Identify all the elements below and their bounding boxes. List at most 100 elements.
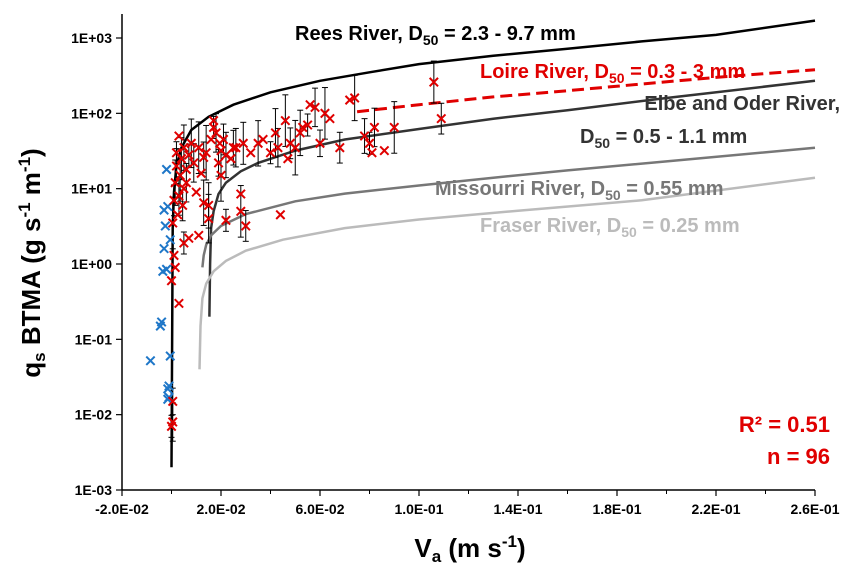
y-axis-title: qs BTMA (g s-1 m-1) (15, 148, 49, 377)
red-data-point (367, 147, 377, 158)
curve-label-missouri-range: = 0.55 mm (621, 178, 724, 200)
axes (121, 14, 815, 491)
red-data-point (213, 157, 224, 168)
red-data-point (315, 138, 325, 149)
red-data-point (297, 122, 308, 133)
curve-missouri (201, 146, 816, 268)
red-data-point (183, 150, 194, 160)
x-tick-label: -2.0E-02 (95, 501, 149, 517)
red-data-point (258, 134, 268, 145)
red-data-point (208, 115, 219, 126)
curve-label-fraser: Fraser River, D50 = 0.25 mm (480, 215, 740, 240)
x-tick-label: 2.0E-02 (196, 501, 245, 517)
red-data-point (389, 122, 400, 133)
curve-label-fraser-subscript: 50 (621, 224, 637, 240)
red-data-point (324, 113, 335, 124)
curve-label-rees-text: Rees River, D (295, 23, 423, 45)
red-data-point (167, 417, 178, 427)
curve-fraser (198, 176, 816, 370)
x-tick-label: 1.0E-01 (394, 501, 443, 517)
curve-label-elbe-line1: Elbe and Oder River, (644, 93, 840, 115)
y-axis-ticks: 1E-03 1E-02 1E-01 1E+00 1E+01 1E+02 1E+03 (71, 30, 122, 498)
blue-data-point (160, 221, 171, 231)
curve-label-fraser-text: Fraser River, D (480, 215, 621, 237)
x-tick-label: 2.2E-01 (691, 501, 740, 517)
blue-data-point (161, 264, 172, 275)
data-points (145, 77, 447, 432)
red-data-point (166, 275, 177, 286)
y-tick-label: 1E-03 (75, 482, 113, 498)
red-data-point (191, 187, 202, 198)
red-data-point (265, 147, 276, 158)
red-data-point (290, 142, 301, 153)
red-data-point (270, 127, 281, 138)
red-data-point (379, 145, 390, 156)
curve-label-elbe-subscript: 50 (594, 135, 610, 151)
curve-label-fraser-range: = 0.25 mm (637, 215, 740, 237)
red-data-point (174, 191, 184, 201)
red-data-point (169, 250, 179, 261)
red-data-point (193, 230, 204, 241)
curve-label-elbe: D50 = 0.5 - 1.1 mm (580, 126, 747, 151)
x-tick-label: 2.6E-01 (790, 501, 839, 517)
red-data-point (198, 152, 209, 163)
x-tick-label: 6.0E-02 (295, 501, 344, 517)
curve-label-missouri-subscript: 50 (605, 187, 621, 203)
blue-data-point (164, 381, 174, 391)
blue-data-point (161, 164, 172, 175)
red-data-point (198, 197, 209, 208)
red-data-point (174, 131, 184, 141)
red-data-point (170, 177, 181, 188)
curve-loire (356, 68, 816, 114)
red-data-point (310, 102, 320, 113)
curve-label-rees-range: = 2.3 - 9.7 mm (438, 23, 575, 45)
model-curves (170, 19, 816, 468)
blue-data-point (165, 351, 176, 361)
red-data-point (196, 168, 207, 179)
red-data-point (359, 131, 370, 141)
r-squared-label: R² = 0.51 (739, 412, 830, 437)
blue-data-point (165, 234, 176, 245)
red-data-point (178, 238, 189, 248)
red-data-point (214, 138, 225, 149)
red-data-point (181, 177, 192, 188)
y-tick-label: 1E+02 (71, 105, 112, 121)
curve-label-loire-subscript: 50 (609, 70, 625, 86)
red-data-point (235, 206, 246, 217)
red-data-point (334, 142, 345, 153)
curve-label-loire: Loire River, D50 = 0.3 - 3 mm (480, 61, 745, 86)
curve-label-missouri-text: Missourri River, D (435, 178, 605, 200)
red-data-point (172, 209, 183, 220)
red-data-point (201, 147, 212, 158)
red-data-point (193, 142, 204, 153)
red-data-point (225, 153, 236, 164)
curve-label-loire-text: Loire River, D (480, 61, 609, 83)
blue-data-point (156, 317, 167, 327)
x-axis-ticks: -2.0E-02 2.0E-02 6.0E-02 1.0E-01 1.4E-01 1.8E… (95, 490, 840, 517)
red-data-point (216, 170, 226, 181)
y-tick-label: 1E-01 (75, 331, 113, 347)
red-data-point (245, 147, 256, 158)
red-data-point (221, 215, 231, 226)
x-axis-title: Va (m s-1) (414, 532, 525, 566)
red-data-point (188, 157, 199, 168)
sample-size-label: n = 96 (767, 444, 830, 469)
curve-label-rees: Rees River, D50 = 2.3 - 9.7 mm (295, 23, 576, 48)
y-tick-label: 1E+03 (71, 30, 112, 46)
blue-data-point (159, 243, 169, 254)
y-tick-label: 1E-02 (75, 407, 113, 423)
red-data-point (302, 120, 313, 130)
curve-label-elbe-range: = 0.5 - 1.1 mm (610, 126, 747, 148)
red-data-point (167, 218, 178, 228)
red-data-point (349, 93, 360, 103)
red-data-point (171, 161, 182, 171)
blue-data-point (145, 355, 156, 366)
curve-label-loire-range: = 0.3 - 3 mm (625, 61, 746, 83)
red-data-point (369, 122, 380, 133)
red-data-point (203, 213, 214, 224)
red-data-point (240, 221, 251, 231)
red-data-point (170, 262, 181, 273)
x-tick-label: 1.8E-01 (592, 501, 641, 517)
